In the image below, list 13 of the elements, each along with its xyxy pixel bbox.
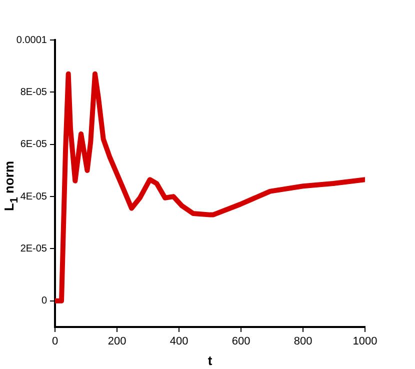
- x-tick-label: 0: [52, 336, 58, 348]
- y-tick-label: 4E-05: [20, 191, 48, 202]
- y-tick-label: 6E-05: [20, 139, 48, 150]
- x-axis-title: t: [208, 352, 213, 368]
- x-tick-label: 400: [170, 336, 188, 348]
- y-tick-label: 0: [41, 296, 48, 307]
- x-tick-label: 600: [232, 336, 250, 348]
- x-tick-label: 200: [108, 336, 126, 348]
- y-tick-label: 0.0001: [16, 34, 48, 46]
- x-tick-label: 1000: [352, 336, 378, 348]
- x-tick-label: 800: [294, 336, 312, 348]
- y-tick-label: 8E-05: [20, 86, 48, 98]
- y-tick-label: 2E-05: [20, 243, 48, 254]
